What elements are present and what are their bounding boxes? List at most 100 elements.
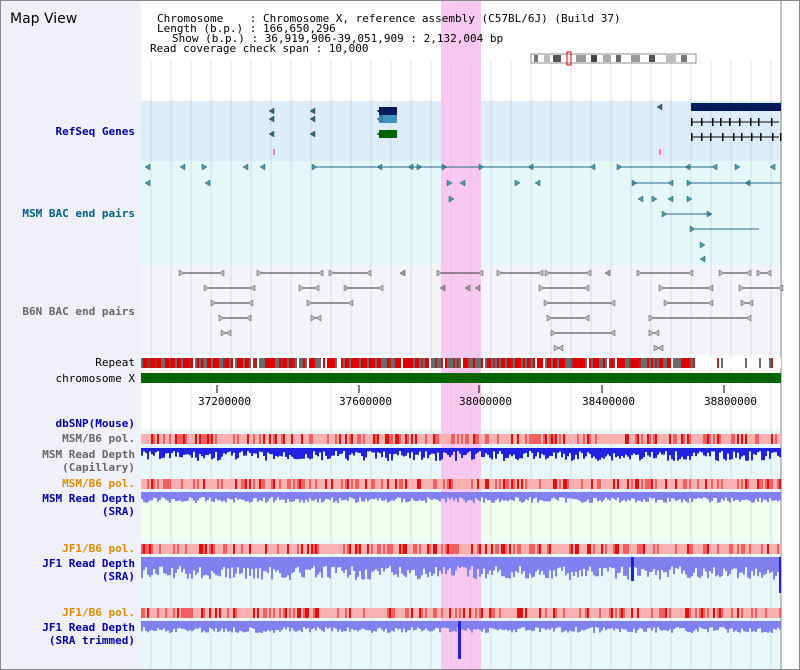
track-label-jf1-depth-sra-1[interactable]: JF1 Read Depth [42, 557, 135, 570]
repeat-segment [421, 358, 423, 368]
polymorphism-segment [187, 479, 189, 489]
read-depth-bar [173, 621, 175, 629]
read-depth-bar [735, 492, 737, 500]
read-depth-bar [707, 492, 709, 500]
read-depth-bar [759, 492, 761, 498]
polymorphism-segment [713, 608, 715, 618]
polymorphism-segment [693, 608, 695, 618]
read-depth-bar [771, 448, 773, 453]
track-label-msm-bac[interactable]: MSM BAC end pairs [22, 207, 135, 220]
polymorphism-segment [727, 608, 729, 618]
read-depth-bar [209, 492, 211, 498]
read-depth-bar [677, 557, 679, 569]
polymorphism-segment [171, 479, 173, 489]
read-depth-bar [159, 448, 161, 460]
repeat-segment [325, 358, 327, 368]
polymorphism-segment [663, 434, 665, 444]
polymorphism-segment [319, 544, 321, 554]
polymorphism-segment [169, 434, 171, 444]
track-label-refseq[interactable]: RefSeq Genes [55, 125, 135, 138]
repeat-segment [321, 358, 323, 368]
polymorphism-segment [455, 434, 457, 444]
read-depth-bar [477, 557, 479, 570]
polymorphism-segment [603, 434, 605, 444]
read-depth-bar [487, 557, 489, 574]
repeat-segment [405, 358, 407, 368]
bac-end-b6n [328, 269, 335, 277]
read-depth-bar [257, 557, 259, 579]
track-label-dbsnp[interactable]: dbSNP(Mouse) [55, 417, 135, 430]
track-label-msm-depth-sra-1[interactable]: MSM Read Depth [42, 492, 135, 505]
read-depth-bar [509, 448, 511, 455]
read-depth-bar [191, 621, 193, 632]
read-depth-bar [207, 621, 209, 633]
read-depth-bar [361, 557, 363, 580]
read-depth-bar [283, 492, 285, 501]
read-depth-bar [651, 492, 653, 499]
polymorphism-segment [287, 608, 289, 618]
polymorphism-segment [157, 434, 159, 444]
read-depth-bar [163, 621, 165, 629]
read-depth-bar [317, 492, 319, 503]
polymorphism-segment [317, 608, 319, 618]
track-label-msm-depth-cap-1[interactable]: MSM Read Depth [42, 448, 135, 461]
read-depth-bar [199, 557, 201, 568]
polymorphism-segment [613, 608, 615, 618]
read-depth-bar [691, 448, 693, 457]
track-label-jf1-pol-2[interactable]: JF1/B6 pol. [62, 606, 135, 619]
read-depth-bar [147, 557, 149, 575]
read-depth-bar [499, 621, 501, 629]
polymorphism-segment [629, 544, 631, 554]
read-depth-bar [595, 621, 597, 628]
polymorphism-segment [433, 479, 435, 489]
read-depth-bar [187, 621, 189, 632]
read-depth-bar [305, 621, 307, 629]
read-depth-bar [557, 492, 559, 501]
read-depth-bar [223, 448, 225, 454]
repeat-segment [253, 358, 255, 368]
read-depth-bar [669, 492, 671, 502]
polymorphism-segment [711, 479, 713, 489]
track-label-msm-pol-1[interactable]: MSM/B6 pol. [62, 432, 135, 445]
read-depth-bar [353, 492, 355, 500]
read-depth-bar [327, 621, 329, 629]
repeat-segment [541, 358, 543, 368]
repeat-segment [493, 358, 495, 368]
polymorphism-segment [531, 434, 533, 444]
read-depth-bar [313, 621, 315, 629]
axis-tick-label: 37600000 [339, 395, 392, 408]
read-depth-bar [221, 621, 223, 629]
read-depth-bar [655, 448, 657, 458]
track-label-jf1-depth-trim-2: (SRA trimmed) [48, 634, 135, 647]
read-depth-bar [155, 492, 157, 499]
read-depth-bar [287, 492, 289, 499]
polymorphism-segment [149, 544, 151, 554]
track-label-msm-pol-2[interactable]: MSM/B6 pol. [62, 477, 135, 490]
read-depth-bar [343, 448, 345, 452]
polymorphism-segment [527, 434, 529, 444]
polymorphism-segment [181, 544, 183, 554]
read-depth-bar [571, 492, 573, 499]
polymorphism-segment [543, 479, 545, 489]
track-label-jf1-pol-1[interactable]: JF1/B6 pol. [62, 542, 135, 555]
read-depth-bar [375, 557, 377, 570]
polymorphism-segment [179, 544, 181, 554]
track-label-b6n-bac[interactable]: B6N BAC end pairs [22, 305, 135, 318]
read-depth-bar [203, 448, 205, 459]
read-depth-bar [333, 448, 335, 456]
polymorphism-segment [741, 608, 743, 618]
track-label-jf1-depth-trim-1[interactable]: JF1 Read Depth [42, 621, 135, 634]
polymorphism-segment [247, 434, 249, 444]
polymorphism-segment [395, 544, 397, 554]
polymorphism-segment [497, 544, 499, 554]
read-depth-bar [289, 557, 291, 580]
read-depth-bar [277, 492, 279, 498]
read-depth-bar [245, 557, 247, 579]
read-depth-bar [517, 448, 519, 461]
read-depth-bar [495, 448, 497, 459]
polymorphism-segment [169, 544, 171, 554]
polymorphism-segment [647, 608, 649, 618]
polymorphism-segment [709, 479, 711, 489]
polymorphism-segment [503, 434, 505, 444]
